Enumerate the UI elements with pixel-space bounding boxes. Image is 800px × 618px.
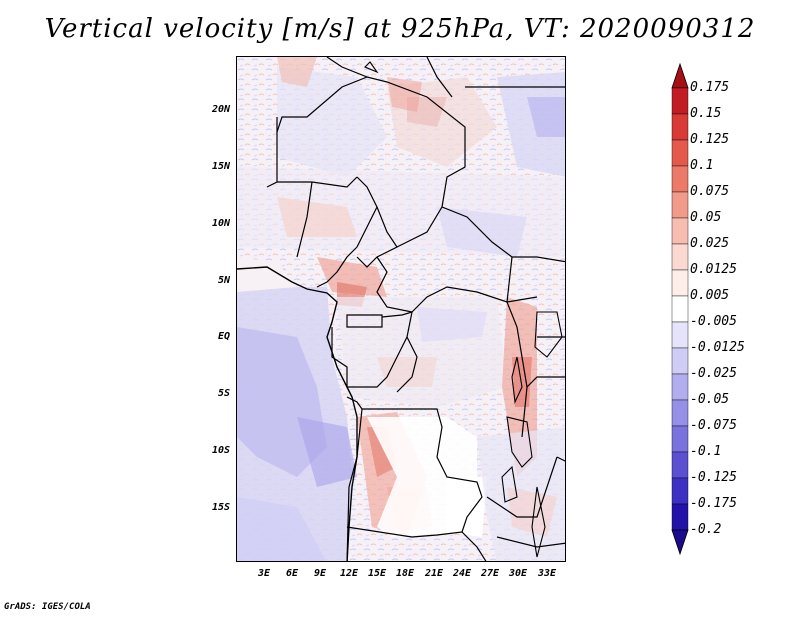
map-panel [236,56,566,562]
country-borders [266,57,565,561]
colorbar-label: -0.1 [690,444,722,459]
colorbar-label: 0.05 [690,210,722,225]
colorbar-segment [671,399,689,427]
colorbar [671,62,689,556]
colorbar-segment [671,477,689,505]
lat-label-EQ: EQ [217,331,230,342]
coastal-uplift-region [317,257,387,297]
lon-label-27E: 27E [480,568,500,579]
colorbar-segment [671,269,689,297]
colorbar-label: 0.025 [690,236,730,251]
vertical-velocity-field [237,57,565,561]
colorbar-label: -0.125 [690,470,737,485]
lakes [364,61,563,558]
colorbar-label: 0.005 [690,288,730,303]
colorbar-label: -0.05 [690,392,730,407]
lon-label-21E: 21E [424,568,444,579]
lon-label-30E: 30E [508,568,528,579]
lat-label-20N: 20N [211,104,230,115]
colorbar-segment [671,191,689,219]
lon-label-33E: 33E [537,568,557,579]
colorbar-segment [671,373,689,401]
lon-label-6E: 6E [285,568,299,579]
credit-label: GrADS: IGES/COLA [4,602,91,612]
colorbar-label: -0.175 [690,496,737,511]
colorbar-segment [671,243,689,271]
colorbar-label: 0.175 [690,80,730,95]
lat-label-15S: 15S [211,502,230,513]
lon-label-3E: 3E [257,568,271,579]
colorbar-segment [671,165,689,193]
coastline [237,266,358,561]
lat-label-5N: 5N [217,275,230,286]
map-title: Vertical velocity [m/s] at 925hPa, VT: 2… [44,14,756,44]
colorbar-segment [671,347,689,375]
colorbar-segment [671,503,689,531]
colorbar-label: 0.15 [690,106,722,121]
lon-label-9E: 9E [313,568,327,579]
colorbar-segment [671,139,689,167]
colorbar-segment [671,295,689,323]
lon-label-12E: 12E [339,568,359,579]
colorbar-label: 0.125 [690,132,730,147]
colorbar-label: 0.075 [690,184,730,199]
colorbar-label: -0.2 [690,522,722,537]
lon-label-15E: 15E [367,568,387,579]
colorbar-segment [671,113,689,141]
colorbar-label: -0.075 [690,418,737,433]
colorbar-segment [671,321,689,349]
colorbar-cap-top [671,62,689,89]
colorbar-label: 0.1 [690,158,714,173]
lat-label-5S: 5S [217,388,230,399]
colorbar-label: -0.0125 [690,340,745,355]
colorbar-label: -0.025 [690,366,737,381]
colorbar-segment [671,451,689,479]
lat-label-10N: 10N [211,218,230,229]
colorbar-label: 0.0125 [690,262,737,277]
colorbar-segment [671,217,689,245]
lat-label-15N: 15N [211,161,230,172]
lon-label-24E: 24E [452,568,472,579]
colorbar-label: -0.005 [690,314,737,329]
colorbar-segment [671,425,689,453]
lon-label-18E: 18E [395,568,415,579]
colorbar-cap-bottom [671,529,689,556]
lat-label-10S: 10S [211,445,230,456]
colorbar-segment [671,87,689,115]
